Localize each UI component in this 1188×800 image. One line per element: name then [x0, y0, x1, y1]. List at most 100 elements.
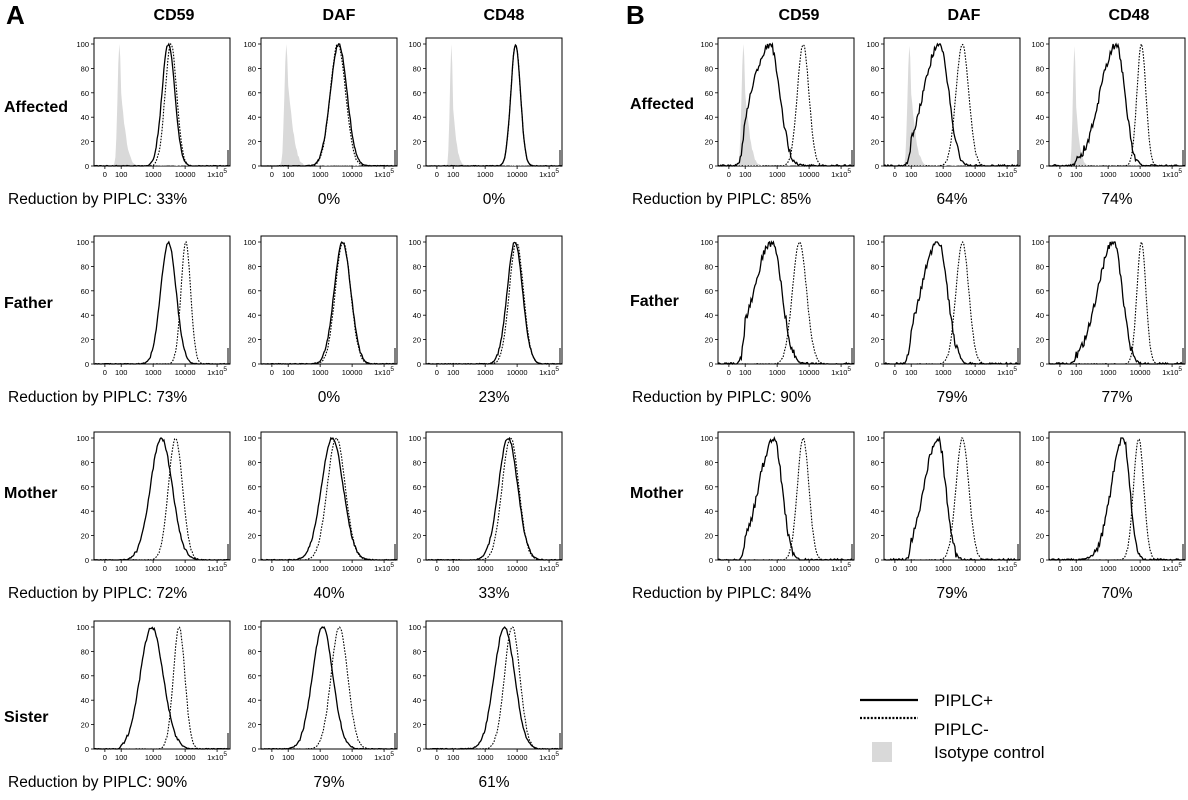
row-label-b-affected: Affected — [630, 96, 694, 113]
piplc-minus-series — [93, 626, 230, 750]
x-tick-label: 1000 — [312, 368, 329, 377]
y-tick-label: 0 — [252, 162, 256, 171]
reduction-label: Reduction by PIPLC: 84% — [632, 585, 811, 602]
y-tick-label: 40 — [871, 113, 879, 122]
x-tick-label: 0 — [893, 564, 897, 573]
reduction-label: Reduction by PIPLC: 72% — [8, 585, 187, 602]
y-tick-label: 0 — [252, 745, 256, 754]
y-tick-label: 100 — [243, 40, 256, 49]
piplc-minus-series — [883, 240, 1021, 365]
piplc-plus-series — [260, 436, 398, 561]
x-tick-label: 0 — [727, 170, 731, 179]
y-tick-label: 60 — [81, 287, 89, 296]
y-tick-label: 100 — [408, 40, 421, 49]
y-tick-label: 0 — [875, 556, 879, 565]
y-tick-label: 60 — [705, 89, 713, 98]
y-tick-label: 40 — [705, 311, 713, 320]
y-tick-label: 40 — [705, 507, 713, 516]
y-tick-label: 40 — [871, 507, 879, 516]
y-tick-label: 60 — [1036, 483, 1044, 492]
piplc-minus-series — [884, 437, 1020, 561]
x-tick-label: 1x105 — [539, 366, 559, 377]
y-tick-label: 40 — [248, 113, 256, 122]
reduction-value: 23% — [478, 389, 509, 406]
y-tick-label: 60 — [413, 89, 421, 98]
x-tick-label: 10000 — [175, 753, 196, 762]
col-header-b-daf: DAF — [948, 7, 981, 24]
y-tick-label: 40 — [248, 507, 256, 516]
isotype-series — [94, 44, 230, 166]
x-tick-label: 10000 — [342, 368, 363, 377]
y-tick-label: 100 — [76, 238, 89, 247]
reduction-value: 61% — [478, 774, 509, 791]
piplc-minus-series — [93, 437, 231, 561]
y-tick-label: 80 — [413, 647, 421, 656]
y-tick-label: 40 — [413, 311, 421, 320]
piplc-minus-series — [1048, 438, 1185, 561]
piplc-plus-series — [425, 241, 563, 365]
y-tick-label: 0 — [417, 745, 421, 754]
y-tick-label: 20 — [81, 532, 89, 541]
x-tick-label: 0 — [103, 564, 107, 573]
plot-frame — [93, 37, 231, 167]
x-tick-label: 100 — [739, 170, 752, 179]
y-tick-label: 40 — [871, 311, 879, 320]
piplc-minus-series — [260, 241, 397, 365]
y-tick-label: 40 — [81, 507, 89, 516]
y-tick-label: 0 — [85, 556, 89, 565]
y-tick-label: 60 — [413, 672, 421, 681]
y-tick-label: 20 — [871, 138, 879, 147]
y-tick-label: 40 — [413, 113, 421, 122]
piplc-plus-series — [1048, 437, 1186, 561]
x-tick-label: 1000 — [312, 753, 329, 762]
x-tick-label: 100 — [1070, 368, 1083, 377]
y-tick-label: 80 — [1036, 458, 1044, 467]
y-tick-label: 60 — [248, 672, 256, 681]
legend-label-piplc-plus: PIPLC+ — [934, 691, 993, 710]
plot-frame — [425, 620, 563, 750]
x-tick-label: 1x105 — [207, 366, 227, 377]
piplc-minus-series — [717, 43, 855, 167]
piplc-plus-series — [426, 436, 562, 561]
y-tick-label: 60 — [248, 287, 256, 296]
x-tick-label: 100 — [905, 368, 918, 377]
x-tick-label: 100 — [282, 753, 295, 762]
x-tick-label: 0 — [1058, 564, 1062, 573]
plot-frame — [1048, 37, 1186, 167]
x-tick-label: 10000 — [507, 368, 528, 377]
plot-frame — [425, 235, 563, 365]
y-tick-label: 80 — [871, 64, 879, 73]
plot-frame — [717, 37, 855, 167]
y-tick-label: 0 — [1040, 556, 1044, 565]
y-tick-label: 20 — [705, 138, 713, 147]
x-tick-label: 1x105 — [374, 562, 394, 573]
x-tick-label: 1000 — [1100, 170, 1117, 179]
y-tick-label: 100 — [243, 434, 256, 443]
piplc-plus-series — [94, 240, 231, 365]
y-tick-label: 100 — [76, 434, 89, 443]
x-tick-label: 1x105 — [374, 751, 394, 762]
plot-frame — [260, 235, 398, 365]
x-tick-label: 1x105 — [831, 366, 851, 377]
x-tick-label: 100 — [115, 753, 128, 762]
y-tick-label: 40 — [413, 696, 421, 705]
x-tick-label: 1x105 — [1162, 168, 1182, 179]
y-tick-label: 40 — [248, 696, 256, 705]
plot-frame — [425, 431, 563, 561]
x-tick-label: 1x105 — [374, 366, 394, 377]
x-tick-label: 0 — [893, 368, 897, 377]
reduction-value: 0% — [483, 191, 506, 208]
x-tick-label: 10000 — [799, 368, 820, 377]
piplc-plus-series — [717, 436, 854, 561]
isotype-series — [884, 45, 1020, 166]
x-tick-label: 0 — [727, 368, 731, 377]
y-tick-label: 60 — [1036, 287, 1044, 296]
x-tick-label: 10000 — [1130, 564, 1151, 573]
x-tick-label: 1000 — [935, 368, 952, 377]
y-tick-label: 80 — [248, 647, 256, 656]
y-tick-label: 20 — [413, 138, 421, 147]
piplc-plus-series — [717, 240, 855, 365]
